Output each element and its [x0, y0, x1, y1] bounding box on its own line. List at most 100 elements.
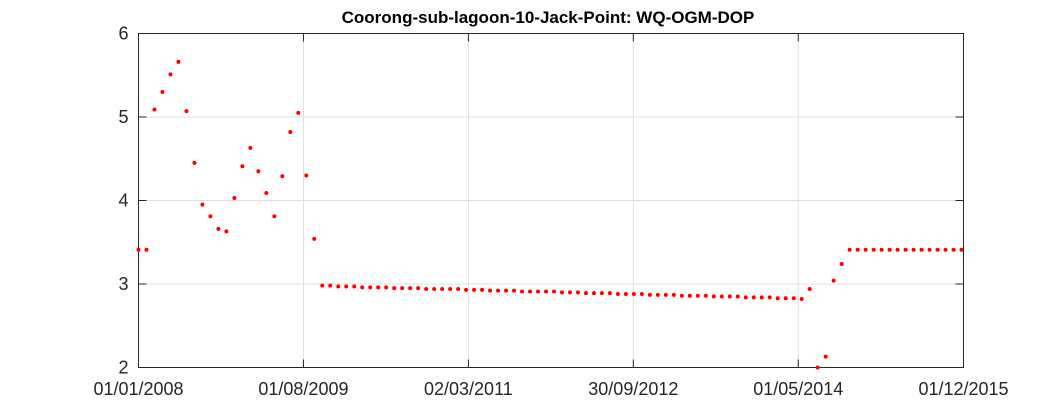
data-point — [711, 294, 716, 299]
data-point — [831, 278, 836, 283]
data-point — [416, 286, 421, 291]
data-point — [392, 286, 397, 291]
data-point — [216, 226, 221, 231]
data-point — [783, 296, 788, 301]
data-point — [655, 292, 660, 297]
data-point — [871, 247, 876, 252]
x-tick-label: 01/01/2008 — [93, 379, 183, 399]
data-point — [160, 89, 165, 94]
data-point — [352, 284, 357, 289]
x-tick-label: 02/03/2011 — [424, 379, 513, 399]
data-point — [863, 247, 868, 252]
data-point — [551, 289, 556, 294]
x-tick-label: 30/09/2012 — [588, 379, 678, 399]
y-tick-labels: 2 3 4 5 6 — [118, 24, 128, 378]
data-point — [671, 292, 676, 297]
data-point — [360, 285, 365, 290]
data-point — [400, 286, 405, 291]
data-point — [320, 283, 325, 288]
data-point — [136, 247, 141, 252]
data-point — [583, 291, 588, 296]
data-point — [376, 285, 381, 290]
data-point — [504, 288, 509, 293]
data-point — [144, 247, 149, 252]
ticks — [138, 33, 964, 368]
data-point — [272, 214, 277, 219]
y-tick-label: 6 — [118, 24, 128, 44]
data-point — [735, 294, 740, 299]
data-point — [895, 247, 900, 252]
data-point — [559, 290, 564, 295]
data-point — [432, 287, 437, 292]
data-point — [488, 288, 493, 293]
data-point — [456, 287, 461, 292]
data-point — [152, 107, 157, 112]
data-point — [248, 145, 253, 150]
data-point — [472, 287, 477, 292]
data-point — [192, 160, 197, 165]
data-point — [384, 285, 389, 290]
data-point — [176, 59, 181, 64]
data-point — [791, 296, 796, 301]
data-point — [879, 247, 884, 252]
chart-title: Coorong-sub-lagoon-10-Jack-Point: WQ-OGM… — [342, 8, 755, 27]
data-point — [903, 247, 908, 252]
y-tick-label: 2 — [118, 358, 128, 378]
y-tick-label: 3 — [118, 274, 128, 294]
data-point — [663, 292, 668, 297]
data-point — [943, 247, 948, 252]
data-point — [368, 285, 373, 290]
data-point — [464, 287, 469, 292]
data-point — [168, 72, 173, 77]
data-point — [200, 202, 205, 207]
data-point — [639, 292, 644, 297]
data-point — [344, 284, 349, 289]
data-point — [256, 169, 261, 174]
data-point — [647, 292, 652, 297]
data-point — [759, 295, 764, 300]
data-point — [615, 292, 620, 297]
data-point — [328, 283, 333, 288]
x-tick-label: 01/08/2009 — [258, 379, 348, 399]
data-point — [855, 247, 860, 252]
data-point — [184, 109, 189, 114]
data-point — [280, 174, 285, 179]
data-point — [208, 214, 213, 219]
data-point — [719, 294, 724, 299]
data-point — [408, 286, 413, 291]
data-point — [687, 293, 692, 298]
data-point — [312, 236, 317, 241]
data-point — [575, 290, 580, 295]
data-point — [240, 164, 245, 169]
data-point — [743, 295, 748, 300]
data-point — [480, 287, 485, 292]
data-point — [631, 292, 636, 297]
data-point — [799, 297, 804, 302]
data-point — [448, 287, 453, 292]
data-point — [520, 289, 525, 294]
grid — [138, 33, 964, 368]
data-point — [751, 295, 756, 300]
data-point — [695, 293, 700, 298]
data-point — [544, 289, 549, 294]
x-tick-label: 01/05/2014 — [753, 379, 843, 399]
data-point — [703, 293, 708, 298]
data-point — [887, 247, 892, 252]
data-point — [536, 289, 541, 294]
data-point — [823, 354, 828, 359]
data-point — [727, 294, 732, 299]
data-point — [296, 110, 301, 115]
data-point — [567, 290, 572, 295]
data-point — [496, 288, 501, 293]
x-tick-labels: 01/01/2008 01/08/2009 02/03/2011 30/09/2012… — [93, 379, 1008, 399]
data-point — [815, 365, 820, 370]
data-point — [767, 295, 772, 300]
data-point — [951, 247, 956, 252]
data-point — [264, 190, 269, 195]
x-tick-label: 01/12/2015 — [918, 379, 1008, 399]
data-point — [591, 291, 596, 296]
data-point — [528, 289, 533, 294]
data-point — [424, 287, 429, 292]
data-point — [839, 261, 844, 266]
